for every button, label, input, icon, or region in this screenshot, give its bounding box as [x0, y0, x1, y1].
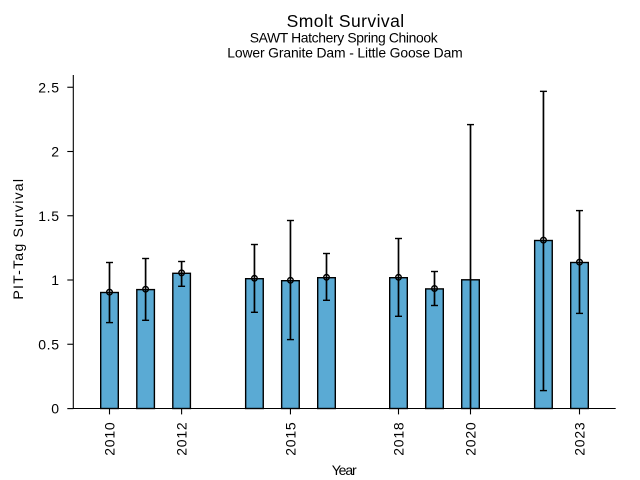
svg-text:2023: 2023	[571, 422, 587, 456]
svg-text:2015: 2015	[282, 422, 298, 456]
svg-text:Lower Granite Dam - Little Goo: Lower Granite Dam - Little Goose Dam	[227, 45, 463, 61]
svg-text:2010: 2010	[101, 422, 117, 456]
svg-text:0.5: 0.5	[38, 336, 59, 352]
svg-text:Year: Year	[332, 462, 357, 478]
svg-text:2020: 2020	[462, 422, 478, 456]
svg-text:0: 0	[51, 401, 59, 417]
svg-text:1: 1	[51, 272, 59, 288]
svg-text:Smolt Survival: Smolt Survival	[287, 11, 405, 31]
svg-text:2: 2	[51, 144, 59, 160]
svg-text:2012: 2012	[173, 422, 189, 456]
svg-text:1.5: 1.5	[38, 208, 59, 224]
svg-text:2018: 2018	[390, 422, 406, 456]
svg-text:SAWT Hatchery Spring Chinook: SAWT Hatchery Spring Chinook	[250, 29, 438, 45]
svg-text:2.5: 2.5	[38, 79, 59, 95]
svg-text:PIT-Tag Survival: PIT-Tag Survival	[11, 179, 27, 300]
